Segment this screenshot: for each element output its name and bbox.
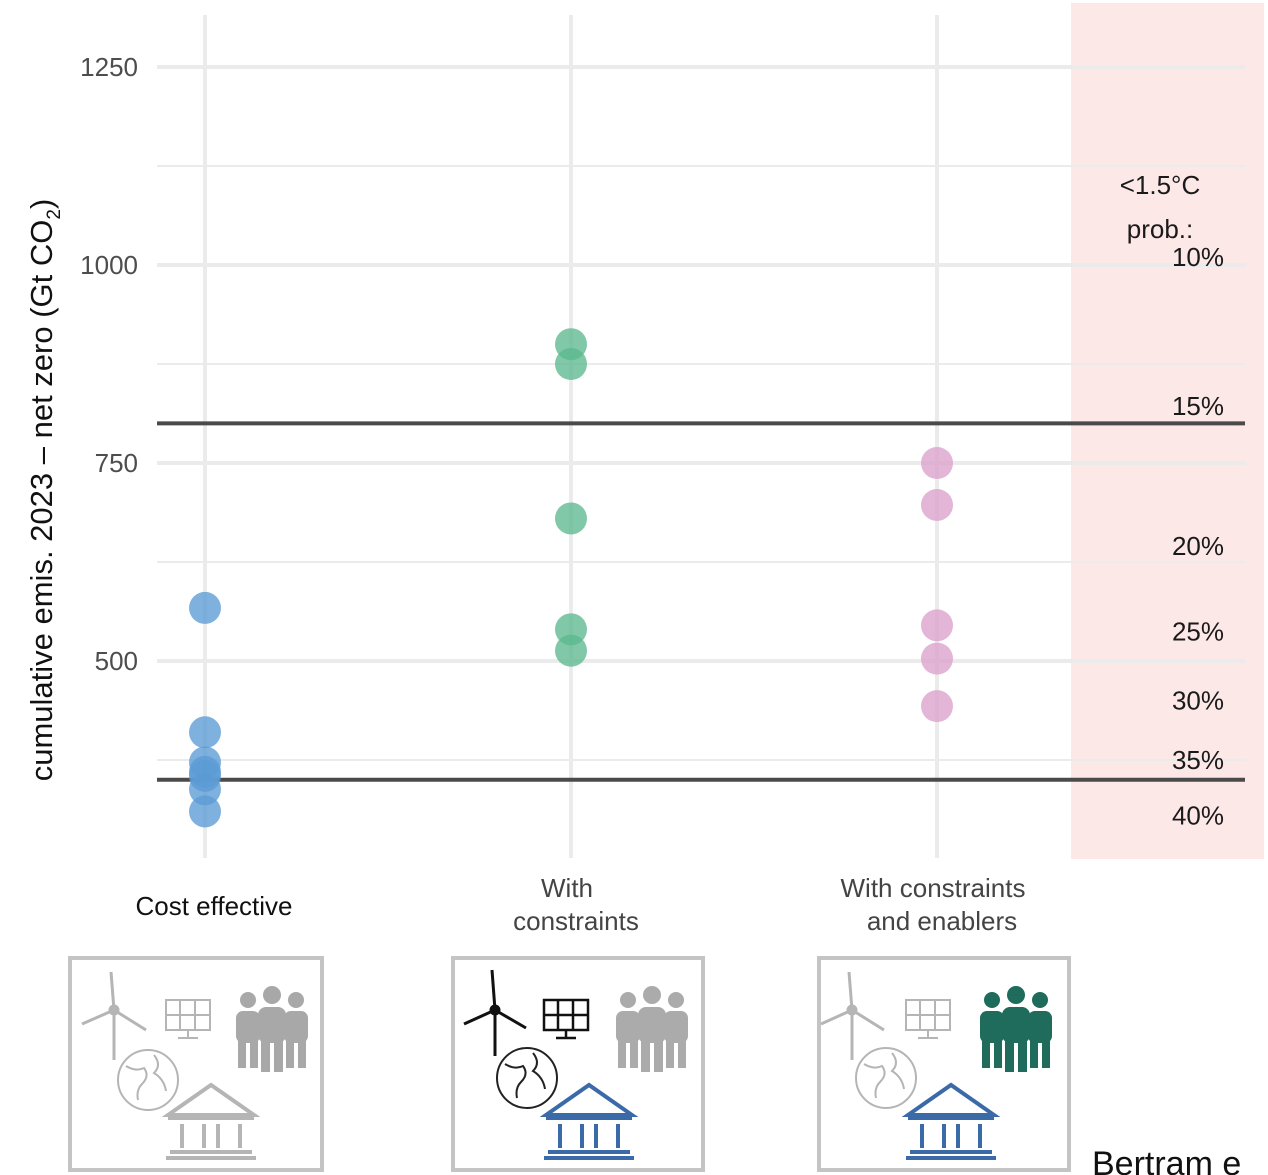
data-point-0-6 [189,795,221,828]
solar-panel-icon [165,999,211,1039]
prob-title-line-2: prob.: [1127,214,1194,244]
wind-turbine-icon [81,971,147,1060]
data-point-2-0 [921,447,953,479]
y-tick-labels: 500 750 1000 1250 [80,52,138,676]
prob-label-3: 25% [1172,617,1224,647]
people-icon [616,986,688,1072]
category-label-constraints-line-2: constraints [513,906,639,936]
globe-icon [855,1047,917,1109]
data-point-2-4 [921,690,953,723]
wind-turbine-icon [820,971,885,1060]
prob-title-line-1: <1.5°C [1120,170,1201,200]
data-point-2-2 [921,609,953,642]
data-point-1-2 [555,502,587,535]
globe-icon [117,1049,179,1111]
y-tick-label-1000: 1000 [80,250,138,280]
institution-icon [901,1082,1001,1160]
people-icon [236,986,308,1072]
scenario-panel-cost-effective [68,956,324,1172]
scenario-panel-with-enablers [817,956,1071,1172]
data-point-1-4 [555,634,587,667]
prob-panel-background [1071,3,1264,859]
category-label-cost-effective: Cost effective [135,891,292,921]
y-tick-label-750: 750 [95,448,138,478]
data-point-0-1 [189,716,221,749]
y-tick-label-1250: 1250 [80,52,138,82]
y-axis-label-subscript: 2 [44,209,65,220]
y-axis-label: cumulative emis. 2023 – net zero (Gt CO2… [24,199,65,782]
prob-label-2: 20% [1172,531,1224,561]
prob-panel-title: <1.5°C prob.: [1120,170,1201,244]
prob-label-6: 40% [1172,800,1224,830]
y-tick-label-500: 500 [95,646,138,676]
institution-icon [161,1082,261,1160]
gridlines [157,15,1245,858]
solar-panel-icon [905,999,951,1039]
institution-icon [539,1082,639,1160]
data-point-2-1 [921,488,953,521]
data-point-1-1 [555,348,587,380]
prob-label-0: 10% [1172,242,1224,272]
data-points [189,328,953,828]
data-point-0-0 [189,591,221,624]
category-label-constraints-line-1: With [541,873,593,903]
source-citation: Bertram e [1092,1145,1241,1175]
people-icon [980,986,1052,1072]
prob-label-4: 30% [1172,686,1224,716]
data-point-2-3 [921,642,953,675]
prob-label-5: 35% [1172,745,1224,775]
wind-turbine-icon [463,969,527,1056]
threshold-lines [157,421,1245,782]
scenario-panel-with-constraints [451,956,705,1172]
category-label-enablers-line-2: and enablers [867,906,1017,936]
prob-labels: 10% 15% 20% 25% 30% 35% 40% [1172,242,1224,830]
category-labels: Cost effective With constraints With con… [135,873,1025,936]
data-point-0-5 [189,773,221,806]
prob-label-1: 15% [1172,391,1224,421]
category-label-enablers-line-1: With constraints [841,873,1026,903]
solar-panel-icon [542,998,590,1040]
globe-icon [496,1047,558,1109]
